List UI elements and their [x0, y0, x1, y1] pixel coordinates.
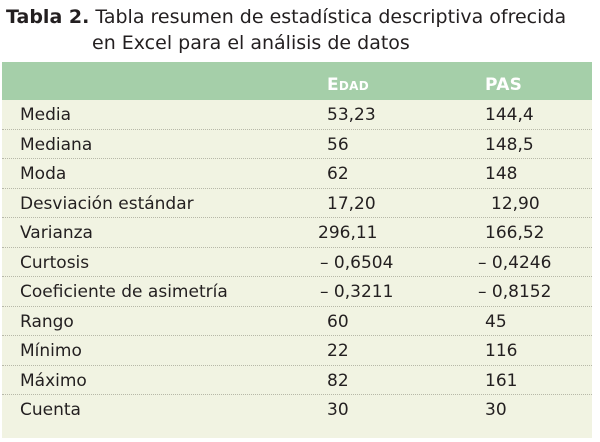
row-label: Rango	[20, 311, 74, 332]
edad-value: – 0,6504	[320, 252, 394, 273]
column-header-edad: Edad	[327, 75, 370, 95]
statistics-table: Edad PAS Media 53,23 144,4 Mediana 56 148,5 Mo…	[2, 62, 592, 438]
pas-value: 166,52	[485, 223, 545, 243]
edad-value: 82	[327, 370, 349, 391]
edad-value: 62	[327, 164, 349, 184]
edad-value: 17,20	[327, 193, 376, 214]
row-label: Varianza	[20, 223, 93, 243]
caption-title-part-2: en Excel para el análisis de datos	[92, 32, 410, 54]
edad-value: 56	[327, 134, 349, 155]
table-row: Mediana 56 148,5	[2, 130, 592, 159]
edad-value: 53,23	[327, 105, 376, 125]
table-header-row: Edad PAS	[2, 62, 592, 100]
table-row: Mínimo 22 116	[2, 336, 592, 366]
row-label: Cuenta	[20, 400, 81, 420]
row-label: Curtosis	[20, 252, 90, 273]
table-body: Media 53,23 144,4 Mediana 56 148,5 Moda 62 148 De…	[2, 100, 592, 425]
row-label: Mediana	[20, 134, 93, 155]
pas-value: 116	[485, 341, 518, 361]
pas-value: 144,4	[485, 105, 534, 125]
edad-value: 60	[327, 311, 349, 332]
edad-value: 296,11	[318, 223, 378, 243]
row-label: Máximo	[20, 370, 87, 391]
edad-value: 30	[327, 400, 349, 420]
pas-value: 148,5	[485, 134, 534, 155]
column-header-pas: PAS	[485, 75, 523, 95]
table-row: Cuenta 30 30	[2, 395, 592, 425]
table-row: Varianza 296,11 166,52	[2, 218, 592, 248]
pas-value: 45	[485, 311, 507, 332]
table-row: Moda 62 148	[2, 159, 592, 189]
row-label: Coeficiente de asimetría	[20, 282, 228, 302]
row-label: Desviación estándar	[20, 193, 194, 214]
pas-value: 148	[485, 164, 518, 184]
caption-label: Tabla 2.	[6, 6, 90, 28]
row-label: Moda	[20, 164, 67, 184]
pas-value: 161	[485, 370, 518, 391]
pas-value: 12,90	[491, 193, 540, 214]
row-label: Mínimo	[20, 341, 82, 361]
pas-value: – 0,8152	[478, 282, 552, 302]
table-row: Curtosis – 0,6504 – 0,4246	[2, 248, 592, 277]
table-row: Coeficiente de asimetría – 0,3211 – 0,8152	[2, 277, 592, 307]
edad-value: – 0,3211	[320, 282, 394, 302]
table-caption: Tabla 2. Tabla resumen de estadística de…	[6, 4, 596, 56]
table-row: Máximo 82 161	[2, 366, 592, 395]
pas-value: 30	[485, 400, 507, 420]
edad-value: 22	[327, 341, 349, 361]
caption-line-1: Tabla 2. Tabla resumen de estadística de…	[6, 4, 596, 30]
caption-title-part-1: Tabla resumen de estadística descriptiva…	[95, 6, 567, 28]
row-label: Media	[20, 105, 72, 125]
table-row: Rango 60 45	[2, 307, 592, 336]
pas-value: – 0,4246	[478, 252, 552, 273]
table-row: Desviación estándar 17,20 12,90	[2, 189, 592, 218]
table-row: Media 53,23 144,4	[2, 100, 592, 130]
